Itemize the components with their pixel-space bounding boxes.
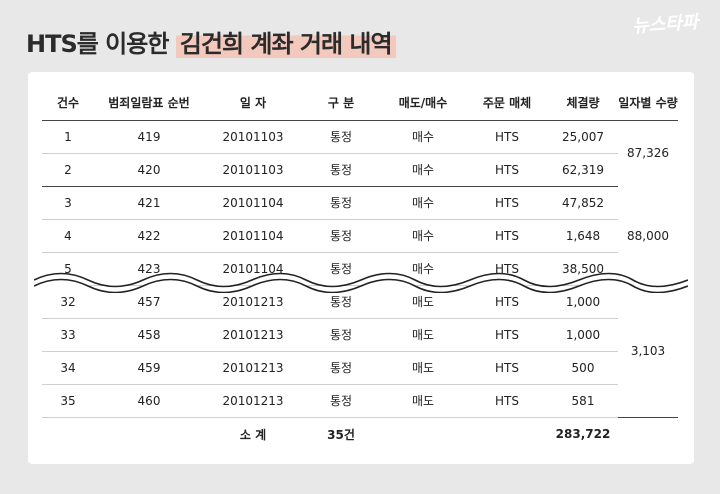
- cell-side: 매수: [380, 252, 466, 286]
- cell-date: 20101104: [204, 219, 302, 253]
- cell-qty: 1,648: [548, 219, 618, 253]
- cell-qty: 62,319: [548, 153, 618, 187]
- cell-media: HTS: [466, 384, 548, 418]
- header-qty: 체결량: [548, 86, 618, 121]
- header-date: 일 자: [204, 86, 302, 121]
- cell-seq: 460: [94, 384, 204, 418]
- cell-side: 매도: [380, 285, 466, 319]
- cell-type: 통정: [302, 351, 380, 385]
- cell-media: HTS: [466, 120, 548, 154]
- table-row: 34 459 20101213 통정 매도 HTS 500: [42, 351, 678, 385]
- cell-seq: 422: [94, 219, 204, 253]
- cell-type: 통정: [302, 318, 380, 352]
- cell-qty: 581: [548, 384, 618, 418]
- cell-qty: 38,500: [548, 252, 618, 286]
- header-daily: 일자별 수량: [618, 86, 678, 121]
- page-title: HTS를 이용한 김건희 계좌 거래 내역: [26, 24, 396, 59]
- cell-no: 3: [42, 186, 94, 220]
- cell-side: 매수: [380, 219, 466, 253]
- cell-qty: 500: [548, 351, 618, 385]
- cell-no: 34: [42, 351, 94, 385]
- cell-media: HTS: [466, 285, 548, 319]
- cell-date: 20101103: [204, 153, 302, 187]
- cell-qty: 1,000: [548, 318, 618, 352]
- cell-side: 매도: [380, 351, 466, 385]
- cell-media: HTS: [466, 351, 548, 385]
- cell-qty: 47,852: [548, 186, 618, 220]
- cell-date: 20101213: [204, 351, 302, 385]
- cell-type: 통정: [302, 186, 380, 220]
- header-media: 주문 매체: [466, 86, 548, 121]
- cell-seq: 419: [94, 120, 204, 154]
- cell-no: 33: [42, 318, 94, 352]
- cell-media: HTS: [466, 219, 548, 253]
- table-row: 5 423 20101104 통정 매수 HTS 38,500: [42, 252, 678, 286]
- cell-side: 매수: [380, 120, 466, 154]
- cell-type: 통정: [302, 120, 380, 154]
- cell-date: 20101213: [204, 318, 302, 352]
- cell-seq: 420: [94, 153, 204, 187]
- header-no: 건수: [42, 86, 94, 121]
- cell-qty: 1,000: [548, 285, 618, 319]
- transaction-table: 건수 범죄일람표 순번 일 자 구 분 매도/매수 주문 매체 체결량 일자별 …: [42, 86, 678, 451]
- cell-date: 20101104: [204, 252, 302, 286]
- cell-seq: 457: [94, 285, 204, 319]
- subtotal-label: 소 계: [204, 416, 302, 451]
- cell-date: 20101103: [204, 120, 302, 154]
- cell-seq: 459: [94, 351, 204, 385]
- cell-qty: 25,007: [548, 120, 618, 154]
- cell-side: 매도: [380, 384, 466, 418]
- cell-media: HTS: [466, 318, 548, 352]
- subtotal-row: 소 계 35건 283,722: [42, 416, 678, 451]
- cell-media: HTS: [466, 252, 548, 286]
- cell-date: 20101104: [204, 186, 302, 220]
- table-row: 1 419 20101103 통정 매수 HTS 25,007 87,326: [42, 120, 678, 160]
- cell-no: 35: [42, 384, 94, 418]
- title-highlight: 김건희 계좌 거래 내역: [175, 30, 396, 58]
- cell-no: 5: [42, 252, 94, 286]
- transaction-table-card: 건수 범죄일람표 순번 일 자 구 분 매도/매수 주문 매체 체결량 일자별 …: [28, 72, 694, 464]
- table-row: 4 422 20101104 통정 매수 HTS 1,648: [42, 219, 678, 253]
- cell-type: 통정: [302, 219, 380, 253]
- title-prefix: HTS를 이용한: [26, 30, 176, 58]
- cell-seq: 458: [94, 318, 204, 352]
- header-side: 매도/매수: [380, 86, 466, 121]
- cell-type: 통정: [302, 384, 380, 418]
- cell-side: 매도: [380, 318, 466, 352]
- cell-seq: 423: [94, 252, 204, 286]
- table-row: 2 420 20101103 통정 매수 HTS 62,319: [42, 153, 678, 187]
- cell-media: HTS: [466, 186, 548, 220]
- cell-no: 1: [42, 120, 94, 154]
- table-row: 3 421 20101104 통정 매수 HTS 47,852 88,000: [42, 186, 678, 243]
- table-row: 35 460 20101213 통정 매도 HTS 581: [42, 384, 678, 418]
- cell-date: 20101213: [204, 384, 302, 418]
- cell-side: 매수: [380, 153, 466, 187]
- table-header-row: 건수 범죄일람표 순번 일 자 구 분 매도/매수 주문 매체 체결량 일자별 …: [42, 86, 678, 121]
- header-type: 구 분: [302, 86, 380, 121]
- cell-seq: 421: [94, 186, 204, 220]
- cell-type: 통정: [302, 153, 380, 187]
- header-seq: 범죄일람표 순번: [94, 86, 204, 121]
- cell-no: 4: [42, 219, 94, 253]
- table-row: 33 458 20101213 통정 매도 HTS 1,000: [42, 318, 678, 352]
- cell-side: 매수: [380, 186, 466, 220]
- subtotal-count: 35건: [302, 416, 380, 451]
- cell-daily-total: 87,326: [627, 146, 669, 161]
- subtotal-qty: 283,722: [548, 416, 618, 451]
- cell-type: 통정: [302, 285, 380, 319]
- newstapa-logo: 뉴스타파: [631, 11, 699, 38]
- cell-date: 20101213: [204, 285, 302, 319]
- cell-daily-total: 88,000: [627, 228, 669, 243]
- cell-no: 2: [42, 153, 94, 187]
- cell-media: HTS: [466, 153, 548, 187]
- table-row: 32 457 20101213 통정 매도 HTS 1,000 3,103: [42, 285, 678, 358]
- cell-no: 32: [42, 285, 94, 319]
- cell-type: 통정: [302, 252, 380, 286]
- cell-daily-total: 3,103: [630, 343, 666, 358]
